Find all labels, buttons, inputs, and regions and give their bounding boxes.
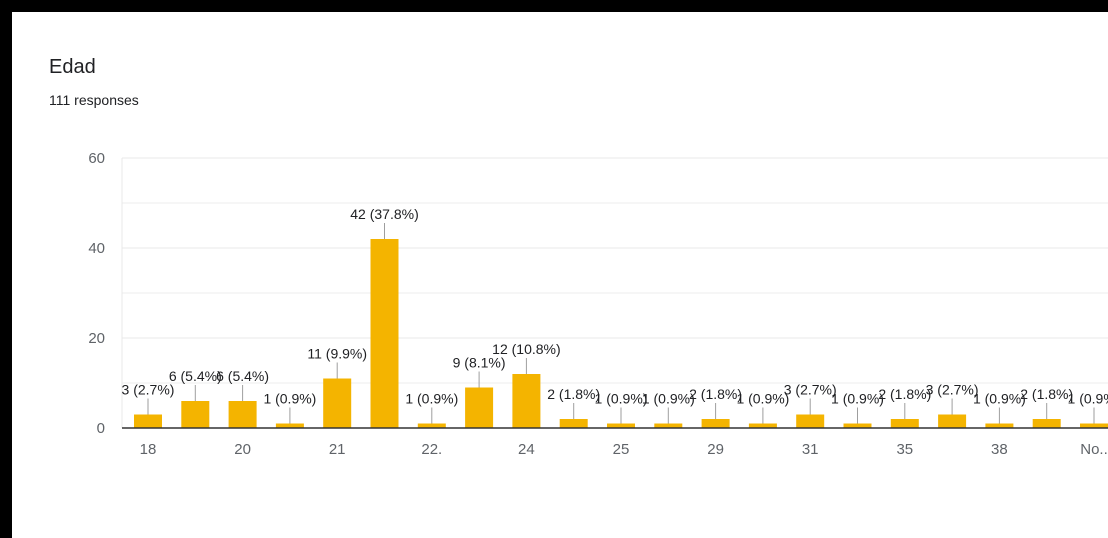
bar [134, 414, 162, 428]
bar [275, 423, 304, 428]
bar [748, 423, 777, 428]
x-tick-label: 38 [991, 441, 1008, 458]
bar [181, 401, 210, 428]
bar [228, 401, 257, 428]
data-label: 1 (0.9%) [405, 391, 458, 407]
data-label: 2 (1.8%) [1020, 386, 1073, 402]
question-title: Edad [49, 56, 96, 78]
bar [1080, 423, 1108, 428]
data-label: 1 (0.9%) [831, 391, 884, 407]
x-tick-label: 31 [802, 441, 819, 458]
x-tick-label: No.. [1080, 441, 1108, 458]
question-card: Edad 111 responses 0 20 40 60 3 (2.7%) 18 6 (5… [12, 12, 1108, 538]
bar [512, 374, 541, 428]
bar-chart: 0 20 40 60 3 (2.7%) 18 6 (5.4%)6 (5.4%) 20 1 (0.… [88, 150, 1108, 458]
data-label: 42 (37.8%) [350, 206, 418, 222]
data-label: 3 (2.7%) [926, 382, 979, 398]
data-label: 12 (10.8%) [492, 341, 560, 357]
bar [417, 423, 446, 428]
bar [559, 419, 588, 428]
x-tick-label: 29 [707, 441, 724, 458]
bar [701, 419, 730, 428]
data-label: 9 (8.1%) [453, 355, 506, 371]
bar [323, 378, 352, 428]
bar [654, 423, 683, 428]
x-tick-label: 35 [896, 441, 913, 458]
y-tick-label: 60 [88, 150, 105, 167]
bar [843, 423, 872, 428]
data-label: 2 (1.8%) [547, 386, 600, 402]
data-label: 2 (1.8%) [689, 386, 742, 402]
data-label: 6 (5.4%) [216, 368, 269, 384]
bar [890, 419, 919, 428]
x-tick-label: 20 [234, 441, 251, 458]
x-tick-label: 22. [421, 441, 442, 458]
data-label: 1 (0.9%) [1068, 391, 1108, 407]
data-label: 1 (0.9%) [263, 391, 316, 407]
x-tick-label: 18 [140, 441, 157, 458]
data-label: 1 (0.9%) [973, 391, 1026, 407]
bar [607, 423, 635, 428]
bar [985, 423, 1014, 428]
data-label: 2 (1.8%) [878, 386, 931, 402]
bar [796, 414, 825, 428]
y-tick-label: 0 [97, 420, 105, 437]
response-count: 111 responses [49, 92, 139, 108]
x-tick-label: 21 [329, 441, 346, 458]
data-label: 6 (5.4%) [169, 368, 222, 384]
x-tick-label: 24 [518, 441, 535, 458]
data-label: 3 (2.7%) [122, 382, 175, 398]
data-label: 11 (9.9%) [307, 346, 367, 362]
bar [938, 414, 967, 428]
bar [370, 239, 399, 428]
data-label: 1 (0.9%) [736, 391, 789, 407]
bar [465, 387, 494, 428]
data-label: 1 (0.9%) [642, 391, 695, 407]
y-tick-label: 40 [88, 240, 105, 257]
x-tick-label: 25 [613, 441, 630, 458]
data-label: 1 (0.9%) [595, 391, 648, 407]
bar [1032, 419, 1061, 428]
y-tick-label: 20 [88, 330, 105, 347]
data-label: 3 (2.7%) [784, 382, 837, 398]
